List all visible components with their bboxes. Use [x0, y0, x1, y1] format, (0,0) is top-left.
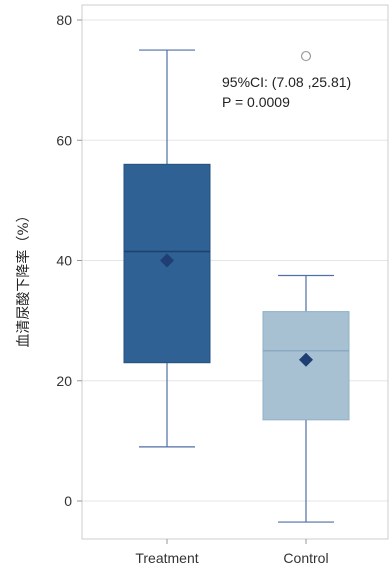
iqr-box [262, 311, 350, 421]
y-tick-label-60: 60 [56, 132, 72, 148]
y-tick-label-80: 80 [56, 12, 72, 28]
plot-frame [81, 4, 389, 540]
box-control [262, 50, 350, 523]
y-tick-label-40: 40 [56, 253, 72, 269]
y-axis-label: 血清尿酸下降率（%） [15, 208, 32, 347]
x-axis-ticks: Treatment Control [135, 539, 329, 566]
mean-marker [299, 352, 313, 367]
outlier-point [300, 50, 312, 62]
boxes-layer [123, 49, 350, 523]
box-treatment [123, 49, 211, 448]
x-tick-label-treatment: Treatment [135, 550, 198, 566]
y-axis-ticks: 0 20 40 60 80 [56, 12, 82, 509]
mean-marker [160, 253, 174, 268]
ci-annotation: 95%CI: (7.08 ,25.81) [222, 74, 351, 90]
p-value-annotation: P = 0.0009 [222, 94, 290, 110]
x-tick-label-control: Control [283, 550, 328, 566]
y-tick-label-20: 20 [56, 373, 72, 389]
y-tick-label-0: 0 [64, 493, 72, 509]
